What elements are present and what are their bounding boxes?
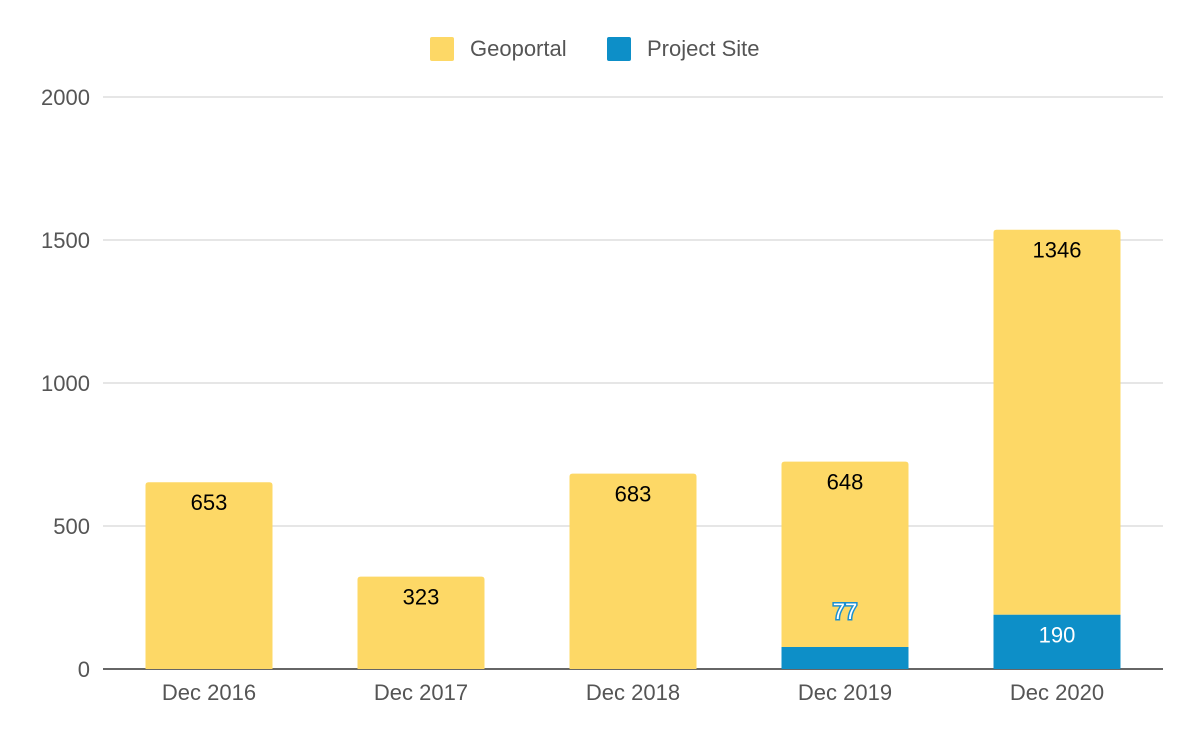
x-tick-label-dec-2019: Dec 2019 <box>798 680 892 705</box>
bar-geoportal-dec-2016 <box>145 482 273 669</box>
bar-project-site-dec-2019 <box>781 646 909 669</box>
legend-swatch-geoportal <box>430 37 454 61</box>
data-label-geoportal-dec-2020: 1346 <box>1033 238 1082 263</box>
legend-label-geoportal: Geoportal <box>470 36 567 61</box>
data-label-geoportal-dec-2018: 683 <box>615 482 652 507</box>
bar-geoportal-dec-2020 <box>993 229 1121 615</box>
x-tick-label-dec-2018: Dec 2018 <box>586 680 680 705</box>
bar-geoportal-dec-2017 <box>357 576 485 669</box>
data-label-geoportal-dec-2016: 653 <box>191 490 228 515</box>
data-label-project-site-dec-2020: 190 <box>1039 623 1076 648</box>
bar-project-site-dec-2020 <box>993 614 1121 669</box>
bar-geoportal-dec-2019 <box>781 461 909 647</box>
legend-label-project-site: Project Site <box>647 36 760 61</box>
x-tick-label-dec-2016: Dec 2016 <box>162 680 256 705</box>
legend-swatch-project-site <box>607 37 631 61</box>
y-tick-label-1500: 1500 <box>41 228 90 253</box>
x-tick-label-dec-2020: Dec 2020 <box>1010 680 1104 705</box>
y-tick-label-500: 500 <box>53 514 90 539</box>
y-tick-label-1000: 1000 <box>41 371 90 396</box>
y-tick-label-2000: 2000 <box>41 85 90 110</box>
data-label-geoportal-dec-2019: 648 <box>827 470 864 495</box>
x-tick-label-dec-2017: Dec 2017 <box>374 680 468 705</box>
data-label-geoportal-dec-2017: 323 <box>403 585 440 610</box>
bar-geoportal-dec-2018 <box>569 473 697 669</box>
y-tick-label-0: 0 <box>78 657 90 682</box>
data-label-project-site-dec-2019: 77 <box>833 599 857 624</box>
